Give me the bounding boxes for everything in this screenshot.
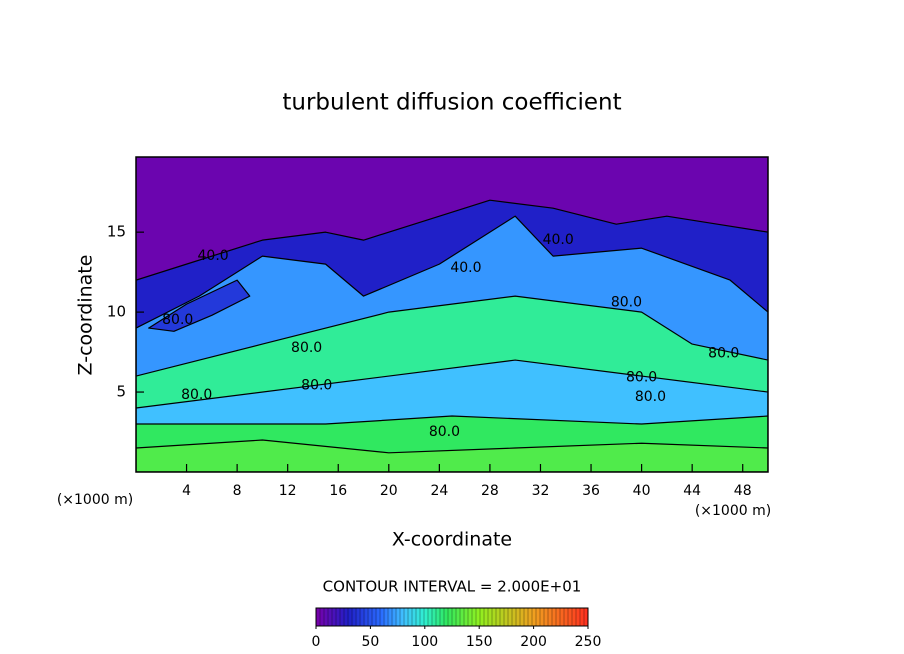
contour-label: 80.0 (301, 378, 332, 394)
colorbar-tick-label: 100 (411, 634, 438, 650)
contour-label: 80.0 (626, 370, 657, 386)
x-unit-label: (×1000 m) (57, 492, 133, 508)
y-tick-label: 15 (107, 223, 126, 241)
x-tick-label: 44 (683, 483, 701, 499)
y-tick-label: 10 (107, 303, 126, 321)
contour-region (148, 279, 251, 332)
x-tick-label: 48 (734, 483, 752, 499)
x-tick-label: 40 (633, 483, 651, 499)
contour-field: 40.0 40.0 40.0 80.0 80.0 80.0 80.0 80.0 80.0 80.0… (136, 157, 768, 472)
x-tick-label: 24 (430, 483, 448, 499)
contour-label: 40.0 (450, 260, 481, 276)
colorbar-tick-label: 0 (312, 634, 321, 650)
y-axis-label: Z-coordinate (75, 255, 97, 376)
contour-label: 80.0 (291, 340, 322, 356)
x-tick-label: 28 (481, 483, 499, 499)
contour-label: 80.0 (708, 346, 739, 362)
colorbar-tick-label: 250 (575, 634, 602, 650)
x-tick-label: 20 (380, 483, 398, 499)
x-tick-label: 8 (233, 483, 242, 499)
contour-label: 80.0 (611, 295, 642, 311)
x-axis-label: X-coordinate (392, 529, 512, 551)
contour-label: 80.0 (635, 389, 666, 405)
contour-label: 80.0 (429, 424, 460, 440)
contour-label: 80.0 (162, 312, 193, 328)
x-unit-label: (×1000 m) (695, 503, 771, 519)
x-tick-label: 36 (582, 483, 600, 499)
contour-label: 80.0 (181, 387, 212, 403)
colorbar-tick-label: 50 (361, 634, 379, 650)
chart-title: turbulent diffusion coefficient (282, 90, 621, 116)
contour-interval: CONTOUR INTERVAL = 2.000E+01 (323, 578, 582, 596)
colorbar-tick-label: 200 (520, 634, 547, 650)
x-tick-label: 16 (329, 483, 347, 499)
x-tick-label: 32 (532, 483, 550, 499)
plot-frame (135, 156, 769, 473)
y-tick-label: 5 (116, 383, 126, 401)
contour-label: 40.0 (198, 248, 229, 264)
x-tick-label: 4 (182, 483, 191, 499)
contour-region (136, 439, 768, 472)
colorbar-tick-label: 150 (466, 634, 493, 650)
contour-label: 40.0 (543, 232, 574, 248)
x-tick-label: 12 (279, 483, 297, 499)
